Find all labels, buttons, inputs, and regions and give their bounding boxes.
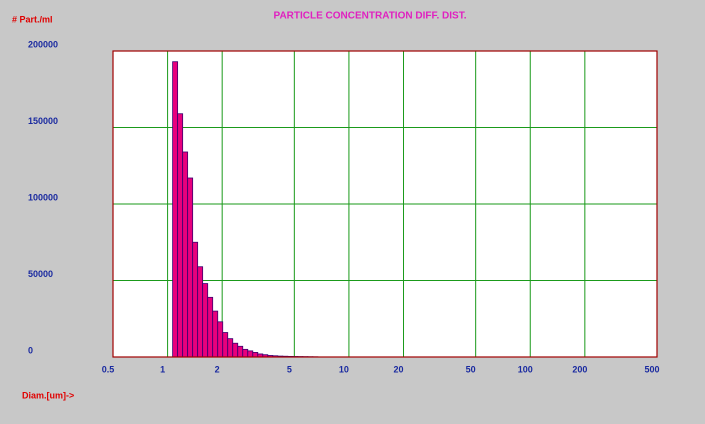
bar	[222, 332, 229, 358]
x-tick-label: 50	[466, 364, 476, 374]
bar	[172, 61, 179, 358]
bar	[242, 348, 249, 358]
x-tick-label: 0.5	[102, 364, 115, 374]
x-tick-label: 1	[160, 364, 165, 374]
x-tick-label: 2	[215, 364, 220, 374]
x-tick-label: 10	[339, 364, 349, 374]
bar	[197, 266, 204, 358]
plot-border	[112, 50, 658, 358]
chart-title: PARTICLE CONCENTRATION DIFF. DIST.	[274, 11, 467, 22]
bar	[212, 310, 219, 358]
y-axis-label: # Part./ml	[12, 14, 53, 24]
bar	[182, 151, 189, 358]
bar	[187, 177, 194, 358]
bar	[217, 321, 224, 358]
y-tick-label: 100000	[28, 192, 58, 202]
bar	[247, 350, 254, 358]
y-tick-label: 50000	[28, 269, 53, 279]
bar	[227, 338, 234, 358]
y-tick-label: 200000	[28, 39, 58, 49]
x-axis-label: Diam.[um]->	[22, 390, 74, 400]
x-tick-label: 5	[287, 364, 292, 374]
x-tick-label: 200	[572, 364, 587, 374]
bar	[177, 113, 184, 358]
x-tick-label: 100	[518, 364, 533, 374]
y-tick-label: 0	[28, 345, 33, 355]
bar	[207, 296, 214, 358]
bar	[192, 241, 199, 358]
x-tick-label: 20	[393, 364, 403, 374]
y-tick-label: 150000	[28, 116, 58, 126]
bar	[252, 352, 259, 358]
x-tick-label: 500	[644, 364, 659, 374]
bar	[202, 283, 209, 358]
bar	[237, 345, 244, 358]
bar	[232, 342, 239, 358]
